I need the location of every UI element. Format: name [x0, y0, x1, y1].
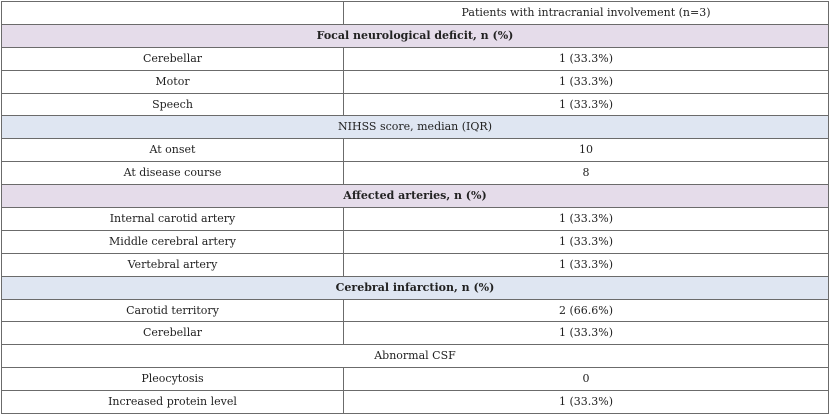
- section-title: NIHSS score, median (IQR): [1, 115, 829, 140]
- table-row: Vertebral artery 1 (33.3%): [1, 252, 829, 277]
- row-label: Pleocytosis: [1, 367, 344, 392]
- section-header-row: Focal neurological deficit, n (%): [1, 23, 829, 48]
- section-header-row: Abnormal CSF: [1, 344, 829, 369]
- row-label: Cerebellar: [1, 46, 344, 71]
- row-label: Vertebral artery: [1, 252, 344, 277]
- section-title: Affected arteries, n (%): [1, 184, 829, 209]
- section-header-row: Affected arteries, n (%): [1, 184, 829, 209]
- row-value: 1 (33.3%): [343, 321, 829, 346]
- table-row: Increased protein level 1 (33.3%): [1, 390, 829, 415]
- row-value: 2 (66.6%): [343, 298, 829, 323]
- row-value: 0: [343, 367, 829, 392]
- table-row: At disease course 8: [1, 161, 829, 186]
- table-header-row: Patients with intracranial involvement (…: [1, 1, 829, 25]
- row-label: Carotid territory: [1, 298, 344, 323]
- row-value: 1 (33.3%): [343, 92, 829, 117]
- section-header-row: Cerebral infarction, n (%): [1, 275, 829, 300]
- row-value: 10: [343, 138, 829, 163]
- section-title: Cerebral infarction, n (%): [1, 275, 829, 300]
- row-value: 1 (33.3%): [343, 46, 829, 71]
- table-row: Pleocytosis 0: [1, 367, 829, 392]
- section-header-row: NIHSS score, median (IQR): [1, 115, 829, 140]
- table-row: Carotid territory 2 (66.6%): [1, 298, 829, 323]
- row-value: 1 (33.3%): [343, 229, 829, 254]
- row-label: Internal carotid artery: [1, 207, 344, 231]
- table-row: Internal carotid artery 1 (33.3%): [1, 207, 829, 231]
- header-cell-empty: [1, 1, 344, 25]
- row-label: Cerebellar: [1, 321, 344, 346]
- row-label: At onset: [1, 138, 344, 163]
- row-value: 8: [343, 161, 829, 186]
- row-label: At disease course: [1, 161, 344, 186]
- table-row: Cerebellar 1 (33.3%): [1, 321, 829, 346]
- row-label: Middle cerebral artery: [1, 229, 344, 254]
- row-label: Increased protein level: [1, 390, 344, 415]
- table-row: Cerebellar 1 (33.3%): [1, 46, 829, 71]
- table-row: Speech 1 (33.3%): [1, 92, 829, 117]
- table-row: At onset 10: [1, 138, 829, 163]
- header-cell-patients: Patients with intracranial involvement (…: [343, 1, 829, 25]
- section-title: Abnormal CSF: [1, 344, 829, 369]
- table-row: Middle cerebral artery 1 (33.3%): [1, 229, 829, 254]
- row-label: Motor: [1, 69, 344, 94]
- row-value: 1 (33.3%): [343, 69, 829, 94]
- row-value: 1 (33.3%): [343, 390, 829, 415]
- table-row: Motor 1 (33.3%): [1, 69, 829, 94]
- row-value: 1 (33.3%): [343, 207, 829, 231]
- row-label: Speech: [1, 92, 344, 117]
- row-value: 1 (33.3%): [343, 252, 829, 277]
- section-title: Focal neurological deficit, n (%): [1, 23, 829, 48]
